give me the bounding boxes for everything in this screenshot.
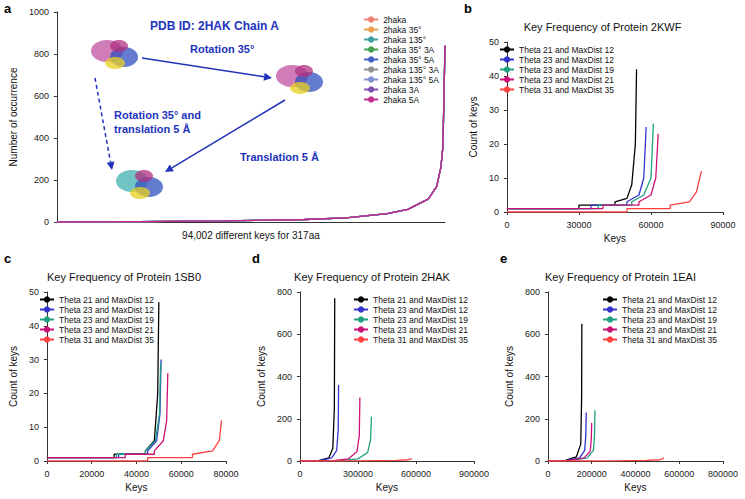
- svg-text:Theta 23 and MaxDist 19: Theta 23 and MaxDist 19: [59, 315, 154, 325]
- svg-text:2haka 35° 5A: 2haka 35° 5A: [383, 55, 434, 65]
- svg-text:90000: 90000: [710, 220, 735, 230]
- svg-text:Theta 21 and MaxDist 12: Theta 21 and MaxDist 12: [373, 295, 468, 305]
- svg-text:d: d: [252, 251, 260, 266]
- svg-text:60000: 60000: [638, 220, 663, 230]
- svg-text:600000: 600000: [664, 469, 694, 479]
- svg-text:Theta 23 and MaxDist 12: Theta 23 and MaxDist 12: [622, 305, 717, 315]
- svg-text:Keys: Keys: [624, 482, 646, 493]
- svg-text:400: 400: [277, 372, 292, 382]
- svg-text:0: 0: [535, 456, 540, 466]
- svg-text:Rotation 35° and: Rotation 35° and: [114, 109, 204, 121]
- svg-text:20000: 20000: [79, 469, 104, 479]
- svg-text:200: 200: [34, 175, 49, 185]
- svg-text:Key Frequency of Protein 2KWF: Key Frequency of Protein 2KWF: [524, 21, 682, 33]
- svg-text:2haka 135°: 2haka 135°: [383, 35, 426, 45]
- svg-text:Theta 23 and MaxDist 21: Theta 23 and MaxDist 21: [622, 325, 717, 335]
- svg-text:40: 40: [29, 321, 39, 331]
- svg-text:800: 800: [525, 287, 540, 297]
- svg-text:2haka 35° 3A: 2haka 35° 3A: [383, 45, 434, 55]
- svg-text:Rotation 35°: Rotation 35°: [190, 43, 254, 55]
- svg-text:400: 400: [525, 372, 540, 382]
- svg-text:2haka 35°: 2haka 35°: [383, 25, 421, 35]
- svg-text:10: 10: [29, 422, 39, 432]
- svg-text:Translation 5 Å: Translation 5 Å: [240, 151, 319, 163]
- svg-text:0: 0: [287, 456, 292, 466]
- svg-text:Theta 31 and MaxDist 35: Theta 31 and MaxDist 35: [373, 335, 468, 345]
- svg-text:Theta 23 and MaxDist 19: Theta 23 and MaxDist 19: [519, 65, 614, 75]
- svg-text:Keys: Keys: [125, 482, 147, 493]
- svg-text:Theta 23 and MaxDist 21: Theta 23 and MaxDist 21: [59, 325, 154, 335]
- svg-text:Theta 31 and MaxDist 35: Theta 31 and MaxDist 35: [519, 85, 614, 95]
- svg-text:200000: 200000: [577, 469, 607, 479]
- svg-text:600: 600: [525, 329, 540, 339]
- svg-text:2haka 3A: 2haka 3A: [383, 85, 419, 95]
- svg-text:Keys: Keys: [604, 233, 626, 244]
- svg-text:Theta 31 and MaxDist 35: Theta 31 and MaxDist 35: [59, 335, 154, 345]
- svg-text:b: b: [464, 1, 472, 16]
- svg-text:Count of keys: Count of keys: [504, 346, 515, 407]
- svg-text:0: 0: [34, 456, 39, 466]
- svg-text:2haka: 2haka: [383, 15, 406, 25]
- svg-text:0: 0: [44, 469, 49, 479]
- svg-text:200: 200: [277, 414, 292, 424]
- svg-text:Theta 31 and MaxDist 35: Theta 31 and MaxDist 35: [622, 335, 717, 345]
- svg-text:0: 0: [504, 220, 509, 230]
- svg-text:Theta 23 and MaxDist 21: Theta 23 and MaxDist 21: [519, 75, 614, 85]
- svg-text:Key Frequency of Protein 1EAI: Key Frequency of Protein 1EAI: [545, 271, 696, 283]
- svg-text:0: 0: [494, 207, 499, 217]
- svg-text:c: c: [4, 251, 11, 266]
- svg-text:Theta 21 and MaxDist 12: Theta 21 and MaxDist 12: [622, 295, 717, 305]
- svg-text:60000: 60000: [169, 469, 194, 479]
- svg-text:0: 0: [297, 469, 302, 479]
- svg-text:200: 200: [525, 414, 540, 424]
- svg-text:e: e: [500, 251, 507, 266]
- svg-text:Count of keys: Count of keys: [468, 96, 479, 157]
- svg-text:800: 800: [277, 287, 292, 297]
- svg-text:300000: 300000: [343, 469, 373, 479]
- svg-text:Number of occurrence: Number of occurrence: [8, 67, 19, 166]
- svg-text:20: 20: [29, 388, 39, 398]
- svg-text:0: 0: [44, 217, 49, 227]
- svg-text:translation 5 Å: translation 5 Å: [114, 123, 190, 135]
- svg-text:2haka 135° 5A: 2haka 135° 5A: [383, 75, 439, 85]
- svg-text:400000: 400000: [620, 469, 650, 479]
- svg-text:40: 40: [489, 71, 499, 81]
- svg-text:Theta 23 and MaxDist 12: Theta 23 and MaxDist 12: [519, 55, 614, 65]
- svg-text:Key Frequency of Protein 1SB0: Key Frequency of Protein 1SB0: [47, 271, 201, 283]
- svg-text:800000: 800000: [708, 469, 738, 479]
- svg-text:600: 600: [277, 329, 292, 339]
- svg-text:30: 30: [489, 105, 499, 115]
- svg-text:94,002 different keys for 317a: 94,002 different keys for 317aa: [182, 230, 320, 241]
- svg-text:40000: 40000: [124, 469, 149, 479]
- svg-text:30000: 30000: [566, 220, 591, 230]
- svg-text:50: 50: [489, 37, 499, 47]
- svg-text:0: 0: [545, 469, 550, 479]
- svg-text:Theta 23 and MaxDist 19: Theta 23 and MaxDist 19: [622, 315, 717, 325]
- svg-text:Theta 21 and MaxDist 12: Theta 21 and MaxDist 12: [59, 295, 154, 305]
- svg-text:Theta 23 and MaxDist 19: Theta 23 and MaxDist 19: [373, 315, 468, 325]
- svg-text:20: 20: [489, 139, 499, 149]
- svg-text:10: 10: [489, 173, 499, 183]
- svg-text:Theta 23 and MaxDist 12: Theta 23 and MaxDist 12: [59, 305, 154, 315]
- svg-text:1000: 1000: [29, 7, 49, 17]
- svg-text:Count of keys: Count of keys: [256, 346, 267, 407]
- svg-text:Theta 23 and MaxDist 21: Theta 23 and MaxDist 21: [373, 325, 468, 335]
- svg-text:Theta 23 and MaxDist 12: Theta 23 and MaxDist 12: [373, 305, 468, 315]
- svg-text:400: 400: [34, 133, 49, 143]
- svg-text:PDB ID: 2HAK Chain A: PDB ID: 2HAK Chain A: [150, 19, 279, 33]
- svg-text:a: a: [4, 1, 12, 16]
- svg-text:30: 30: [29, 355, 39, 365]
- svg-text:Key Frequency of Protein 2HAK: Key Frequency of Protein 2HAK: [294, 271, 451, 283]
- svg-text:50: 50: [29, 287, 39, 297]
- svg-text:900000: 900000: [459, 469, 489, 479]
- svg-text:2haka 5A: 2haka 5A: [383, 95, 419, 105]
- svg-text:80000: 80000: [213, 469, 238, 479]
- svg-text:Theta 21 and MaxDist 12: Theta 21 and MaxDist 12: [519, 45, 614, 55]
- svg-text:800: 800: [34, 49, 49, 59]
- svg-text:Count of keys: Count of keys: [8, 346, 19, 407]
- svg-text:600: 600: [34, 91, 49, 101]
- svg-text:Keys: Keys: [376, 482, 398, 493]
- svg-text:2haka 135° 3A: 2haka 135° 3A: [383, 65, 439, 75]
- svg-text:600000: 600000: [401, 469, 431, 479]
